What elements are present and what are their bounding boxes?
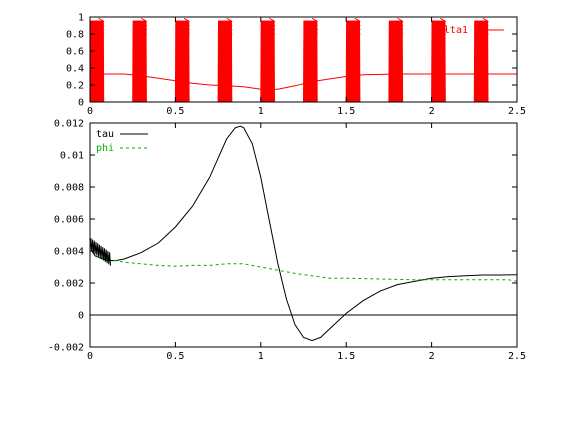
tau-phi-y-tick-label: 0.006 [54, 215, 84, 226]
tau-phi-legend: tau phi [96, 129, 148, 154]
delta1-burst-arrowhead [141, 30, 148, 38]
tau-phi-series-layer [89, 125, 518, 342]
series-tau-line [89, 125, 518, 342]
tau-phi-y-tick-label: 0.002 [54, 279, 84, 290]
delta1-burst [260, 17, 276, 103]
delta1-axis-ticks: 0 0.5 1 1.5 2 2.5 0 0.2 0.4 0.6 0.8 1 [66, 13, 526, 118]
tau-phi-y-tick-label: 0.008 [54, 183, 84, 194]
delta1-burst-arrowhead [269, 30, 276, 38]
series-tau-onset-noise [90, 238, 111, 266]
legend-label-delta1: delta1 [432, 25, 468, 36]
delta1-y-tick-label: 0.6 [66, 47, 84, 58]
tau-phi-plot: 0 0.5 1 1.5 2 2.5-0.00200.0020.0040.0060.0080… [48, 119, 526, 363]
delta1-burst-arrowhead [440, 30, 447, 38]
delta1-burst [388, 17, 404, 103]
delta1-x-tick-label: 1.5 [337, 106, 355, 117]
series-phi-line [89, 245, 518, 282]
delta1-burst-arrowhead [354, 30, 361, 38]
delta1-burst-arrowhead [183, 30, 191, 38]
delta1-series-layer [89, 17, 517, 103]
delta1-x-tick-label: 1 [258, 106, 264, 117]
tau-phi-axis-ticks: 0 0.5 1 1.5 2 2.5-0.00200.0020.0040.0060.0080… [48, 119, 526, 363]
tau-phi-x-tick-label: 2 [429, 351, 435, 362]
tau-phi-x-tick-label: 1.5 [337, 351, 355, 362]
delta1-burst [132, 17, 148, 103]
delta1-y-tick-label: 1 [78, 13, 84, 24]
delta1-burst [89, 17, 105, 103]
delta1-x-tick-label: 0.5 [166, 106, 184, 117]
delta1-burst-arrowhead [311, 30, 319, 38]
tau-phi-plot-frame [89, 122, 518, 348]
delta1-y-tick-label: 0.8 [66, 30, 84, 41]
delta1-x-tick-label: 2 [429, 106, 435, 117]
tau-phi-y-tick-label: -0.002 [48, 343, 84, 354]
delta1-burst [174, 17, 191, 103]
tau-phi-x-tick-label: 0.5 [166, 351, 184, 362]
delta1-burst [303, 17, 319, 103]
legend-label-tau: tau [96, 129, 114, 140]
delta1-burst [345, 17, 361, 103]
delta1-burst-arrowhead [226, 30, 233, 38]
delta1-burst-arrowhead [98, 30, 105, 38]
tau-phi-y-tick-label: 0.01 [60, 151, 84, 162]
delta1-plot: 0 0.5 1 1.5 2 2.5 0 0.2 0.4 0.6 0.8 1 delta1 [66, 13, 526, 118]
delta1-y-tick-label: 0.4 [66, 64, 84, 75]
delta1-burst-arrowhead [482, 30, 489, 38]
delta1-legend: delta1 [432, 25, 504, 36]
delta1-x-tick-label: 2.5 [508, 106, 526, 117]
delta1-burst-arrowhead [397, 30, 404, 38]
tau-phi-y-tick-label: 0 [78, 311, 84, 322]
delta1-burst [217, 17, 233, 103]
legend-label-phi: phi [96, 143, 114, 154]
delta1-burst [473, 17, 489, 103]
tau-phi-x-tick-label: 2.5 [508, 351, 526, 362]
delta1-plot-frame [89, 16, 518, 103]
tau-phi-x-tick-label: 1 [258, 351, 264, 362]
tau-phi-x-tick-label: 0 [87, 351, 93, 362]
tau-phi-y-tick-label: 0.012 [54, 119, 84, 130]
delta1-y-tick-label: 0.2 [66, 81, 84, 92]
tau-phi-y-tick-label: 0.004 [54, 247, 84, 258]
delta1-x-tick-label: 0 [87, 106, 93, 117]
delta1-y-tick-label: 0 [78, 98, 84, 109]
